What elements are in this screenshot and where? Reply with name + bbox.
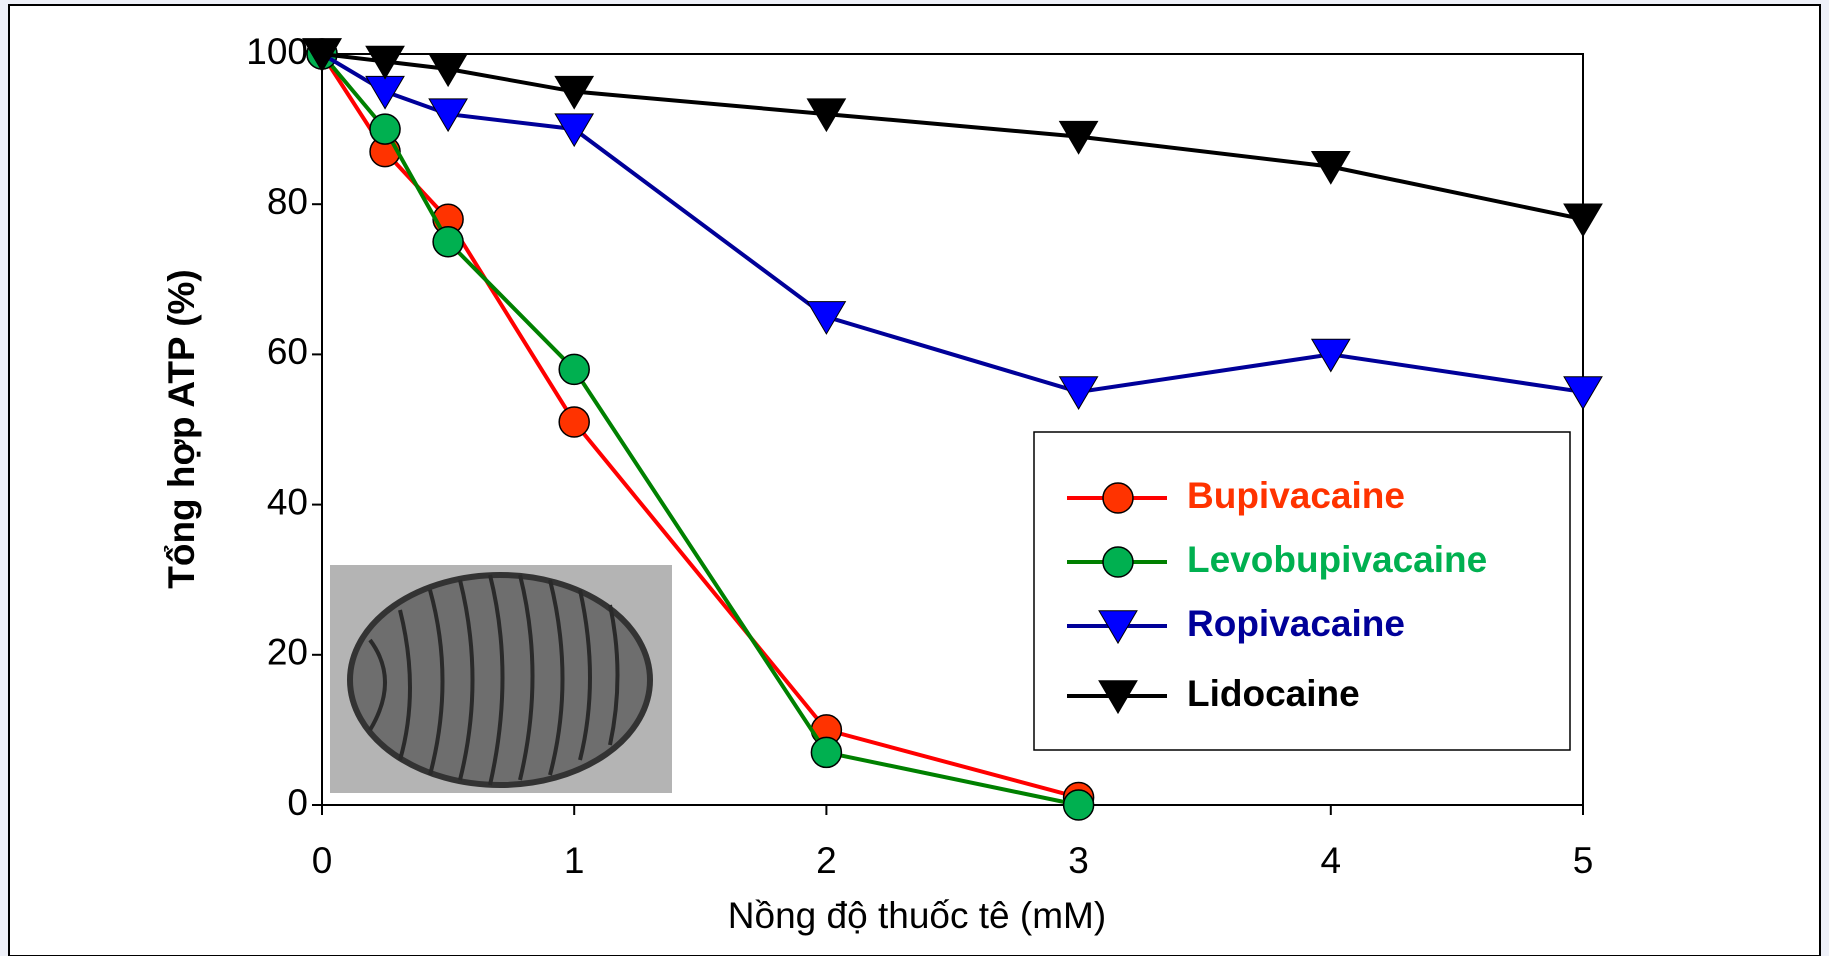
marker [1064,790,1094,820]
legend-label: Levobupivacaine [1187,539,1487,580]
marker [559,407,589,437]
y-tick-label: 0 [287,782,308,823]
x-tick-label: 4 [1321,840,1342,881]
x-axis-label: Nồng độ thuốc tê (mM) [728,895,1106,936]
legend-marker [1103,547,1133,577]
marker [559,354,589,384]
x-tick-label: 1 [564,840,585,881]
marker [370,114,400,144]
mitochondria-photo [330,565,672,793]
chart: Nồng độ thuốc tê (mM) Tổng hợp ATP (%) 0… [0,0,1829,956]
marker [433,227,463,257]
marker [811,737,841,767]
x-tick-label: 5 [1573,840,1594,881]
legend-label: Bupivacaine [1187,475,1405,516]
y-tick-label: 60 [267,331,308,372]
legend-marker [1103,483,1133,513]
y-tick-label: 80 [267,181,308,222]
y-tick-label: 40 [267,481,308,522]
x-tick-label: 2 [816,840,837,881]
x-tick-label: 0 [312,840,333,881]
y-tick-label: 20 [267,632,308,673]
y-tick-label: 100 [246,31,308,72]
legend-label: Lidocaine [1187,673,1360,714]
y-axis-label: Tổng hợp ATP (%) [161,269,202,589]
legend-label: Ropivacaine [1187,603,1405,644]
page: {"chart_data": {"type": "line", "xlabel"… [0,0,1829,956]
x-tick-label: 3 [1068,840,1089,881]
